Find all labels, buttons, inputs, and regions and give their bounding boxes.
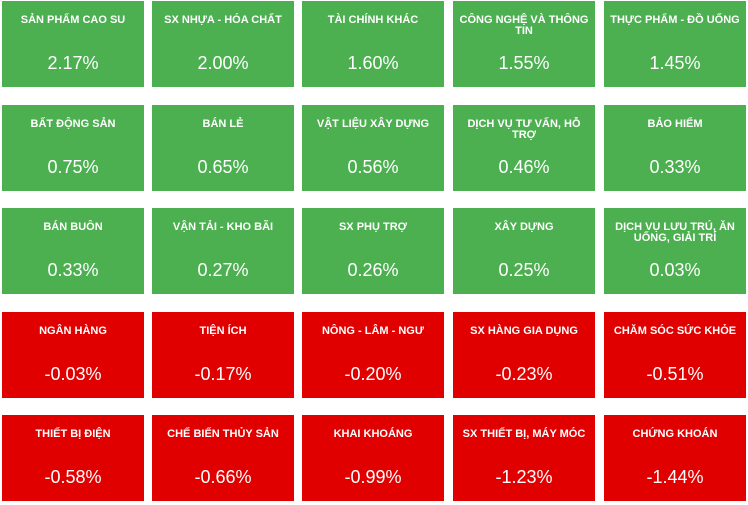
sector-change: -1.44% [646, 467, 704, 487]
sector-change: 0.46% [498, 157, 550, 177]
sector-tile[interactable]: SX PHỤ TRỢ 0.26% [302, 208, 444, 294]
sector-tile[interactable]: BẢO HIỂM 0.33% [604, 105, 746, 191]
sector-change: 1.45% [649, 53, 701, 73]
sector-tile[interactable]: TIỆN ÍCH -0.17% [152, 312, 294, 398]
sector-name: THỰC PHẨM - ĐỒ UỐNG [610, 14, 740, 26]
sector-change: 0.26% [347, 260, 399, 280]
sector-name: CHẾ BIẾN THỦY SẢN [167, 428, 279, 440]
sector-tile[interactable]: TÀI CHÍNH KHÁC 1.60% [302, 1, 444, 87]
sector-change: 0.65% [197, 157, 249, 177]
sector-tile[interactable]: DỊCH VỤ TƯ VẤN, HỖ TRỢ 0.46% [453, 105, 595, 191]
sector-change: 0.75% [47, 157, 99, 177]
sector-tile[interactable]: THIẾT BỊ ĐIỆN -0.58% [2, 415, 144, 501]
sector-name: BÁN LẺ [202, 118, 244, 130]
sector-name: NGÂN HÀNG [39, 325, 107, 337]
sector-change: 0.33% [47, 260, 99, 280]
sector-name: SX THIẾT BỊ, MÁY MÓC [462, 428, 586, 440]
sector-name: THIẾT BỊ ĐIỆN [35, 428, 111, 440]
sector-name: KHAI KHOÁNG [333, 428, 413, 440]
sector-change: -0.99% [344, 467, 402, 487]
sector-change: -0.51% [646, 364, 704, 384]
sector-tile[interactable]: SẢN PHẨM CAO SU 2.17% [2, 1, 144, 87]
sector-tile[interactable]: CHĂM SÓC SỨC KHỎE -0.51% [604, 312, 746, 398]
sector-tile[interactable]: XÂY DỰNG 0.25% [453, 208, 595, 294]
sector-name: SẢN PHẨM CAO SU [20, 14, 126, 26]
sector-name: XÂY DỰNG [494, 221, 554, 233]
sector-tile[interactable]: CHẾ BIẾN THỦY SẢN -0.66% [152, 415, 294, 501]
sector-tile[interactable]: BẤT ĐỘNG SẢN 0.75% [2, 105, 144, 191]
sector-name: CÔNG NGHỆ VÀ THÔNG TIN [459, 14, 589, 37]
sector-tile[interactable]: VẬN TẢI - KHO BÃI 0.27% [152, 208, 294, 294]
sector-change: 2.17% [47, 53, 99, 73]
sector-name: SX PHỤ TRỢ [338, 221, 408, 233]
sector-tile[interactable]: VẬT LIỆU XÂY DỰNG 0.56% [302, 105, 444, 191]
sector-change: -0.17% [194, 364, 252, 384]
sector-change: 0.56% [347, 157, 399, 177]
sector-tile[interactable]: CÔNG NGHỆ VÀ THÔNG TIN 1.55% [453, 1, 595, 87]
sector-change: -0.23% [495, 364, 553, 384]
sector-change: -0.66% [194, 467, 252, 487]
sector-name: BẤT ĐỘNG SẢN [30, 118, 116, 130]
sector-name: CHĂM SÓC SỨC KHỎE [613, 325, 737, 337]
sector-name: SX HÀNG GIA DỤNG [470, 325, 578, 337]
sector-tile[interactable]: SX HÀNG GIA DỤNG -0.23% [453, 312, 595, 398]
sector-tile[interactable]: SX THIẾT BỊ, MÁY MÓC -1.23% [453, 415, 595, 501]
sector-name: SX NHỰA - HÓA CHẤT [164, 14, 282, 26]
sector-change: 1.55% [498, 53, 550, 73]
sector-tile[interactable]: KHAI KHOÁNG -0.99% [302, 415, 444, 501]
sector-name: TÀI CHÍNH KHÁC [327, 14, 419, 26]
sector-name: VẬT LIỆU XÂY DỰNG [316, 118, 430, 130]
sector-change: 0.33% [649, 157, 701, 177]
sector-tile[interactable]: SX NHỰA - HÓA CHẤT 2.00% [152, 1, 294, 87]
sector-change: -0.03% [44, 364, 102, 384]
sector-name: TIỆN ÍCH [199, 325, 247, 337]
sector-change: 2.00% [197, 53, 249, 73]
sector-name: VẬN TẢI - KHO BÃI [172, 221, 274, 233]
sector-tile[interactable]: BÁN LẺ 0.65% [152, 105, 294, 191]
sector-change: 0.27% [197, 260, 249, 280]
sector-change: 0.25% [498, 260, 550, 280]
sector-name: CHỨNG KHOÁN [632, 428, 718, 440]
sector-tile[interactable]: NGÂN HÀNG -0.03% [2, 312, 144, 398]
sector-name: DỊCH VỤ TƯ VẤN, HỖ TRỢ [467, 118, 581, 141]
sector-change: 1.60% [347, 53, 399, 73]
sector-name: NÔNG - LÂM - NGƯ [321, 325, 424, 337]
sector-tile[interactable]: DỊCH VỤ LƯU TRÚ, ĂN UỐNG, GIẢI TRÍ 0.03% [604, 208, 746, 294]
sector-change: -1.23% [495, 467, 553, 487]
sector-tile[interactable]: BÁN BUÔN 0.33% [2, 208, 144, 294]
sector-change: 0.03% [649, 260, 701, 280]
sector-name: DỊCH VỤ LƯU TRÚ, ĂN UỐNG, GIẢI TRÍ [615, 221, 735, 244]
sector-tile[interactable]: CHỨNG KHOÁN -1.44% [604, 415, 746, 501]
sector-change: -0.20% [344, 364, 402, 384]
sector-name: BẢO HIỂM [647, 118, 703, 130]
sector-name: BÁN BUÔN [43, 221, 103, 233]
sector-tile[interactable]: THỰC PHẨM - ĐỒ UỐNG 1.45% [604, 1, 746, 87]
sector-change: -0.58% [44, 467, 102, 487]
sector-tile[interactable]: NÔNG - LÂM - NGƯ -0.20% [302, 312, 444, 398]
